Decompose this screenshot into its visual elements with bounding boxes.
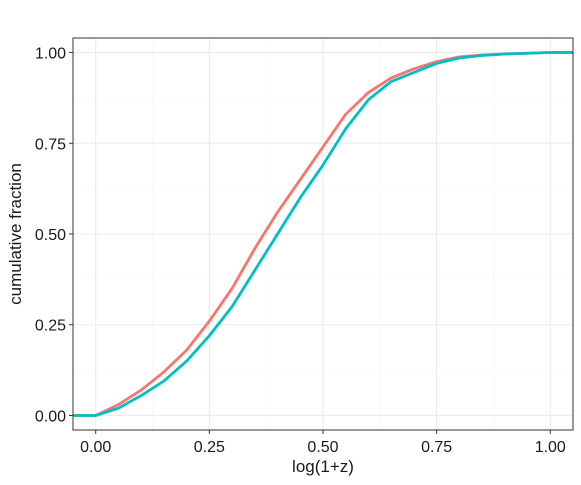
series-layer <box>73 51 573 417</box>
y-axis-title: cumulative fraction <box>6 163 25 305</box>
x-tick-label: 0.25 <box>194 439 225 456</box>
y-tick-label: 0.25 <box>35 318 66 335</box>
axis-ticks <box>69 52 551 434</box>
series-line-2 <box>73 51 573 417</box>
tick-labels: 0.00 0.25 0.50 0.75 1.00 0.00 0.25 0.50 0.75 1.00 <box>35 46 566 456</box>
y-tick-label: 0.50 <box>35 227 66 244</box>
major-gridlines <box>73 38 573 430</box>
y-tick-label: 0.75 <box>35 136 66 153</box>
x-tick-label: 0.00 <box>80 439 111 456</box>
y-tick-label: 0.00 <box>35 408 66 425</box>
x-tick-label: 0.50 <box>307 439 338 456</box>
y-tick-label: 1.00 <box>35 46 66 63</box>
x-axis-title: log(1+z) <box>292 457 354 476</box>
x-tick-label: 0.75 <box>421 439 452 456</box>
x-tick-label: 1.00 <box>535 439 566 456</box>
